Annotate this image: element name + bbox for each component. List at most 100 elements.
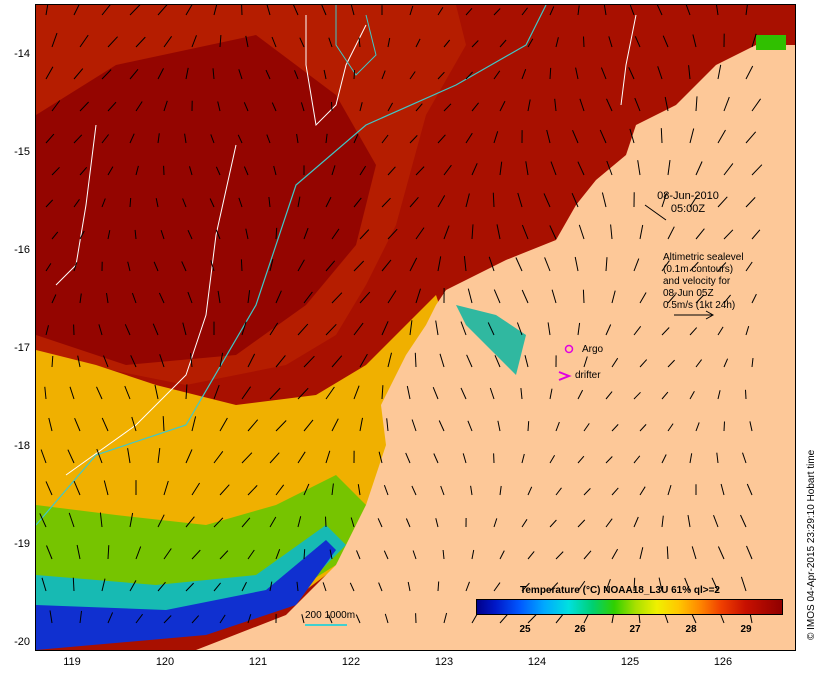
sealevel-contour-4 xyxy=(65,144,237,476)
velocity-arrow xyxy=(433,453,439,464)
velocity-arrow xyxy=(605,456,613,464)
velocity-arrow xyxy=(303,291,313,304)
velocity-arrow xyxy=(131,292,137,304)
velocity-arrow xyxy=(411,485,417,496)
velocity-arrow xyxy=(611,357,619,368)
velocity-arrow xyxy=(275,484,285,496)
velocity-arrow xyxy=(157,581,166,592)
sst-map[interactable] xyxy=(35,4,796,651)
velocity-arrow xyxy=(213,384,220,400)
velocity-arrow xyxy=(493,518,498,528)
velocity-arrow xyxy=(577,580,586,592)
velocity-arrow xyxy=(688,65,691,80)
velocity-arrow xyxy=(296,133,299,144)
velocity-arrow xyxy=(577,455,585,464)
velocity-arrow xyxy=(237,134,243,144)
y-axis-label: -17 xyxy=(14,342,30,354)
velocity-arrow xyxy=(521,69,527,80)
velocity-arrow xyxy=(517,192,523,208)
velocity-arrow xyxy=(692,34,697,48)
timestamp-time: 05:00Z xyxy=(670,203,706,215)
velocity-arrow xyxy=(328,614,333,624)
velocity-arrow xyxy=(265,69,271,80)
velocity-arrow xyxy=(185,449,193,464)
velocity-arrow xyxy=(294,70,299,80)
velocity-arrow xyxy=(465,71,473,80)
velocity-arrow xyxy=(353,133,359,144)
velocity-arrow xyxy=(51,355,54,368)
velocity-arrow xyxy=(437,581,440,592)
velocity-arrow xyxy=(689,194,699,208)
velocity-arrow xyxy=(163,100,168,112)
velocity-arrow xyxy=(689,327,698,336)
sealevel-contour-1 xyxy=(55,124,97,286)
velocity-arrow xyxy=(213,582,221,592)
velocity-arrow xyxy=(610,224,613,240)
velocity-arrow xyxy=(661,515,664,528)
velocity-arrow xyxy=(465,193,470,208)
velocity-arrow xyxy=(331,228,340,240)
velocity-arrow xyxy=(405,452,411,464)
velocity-arrow xyxy=(185,516,195,528)
velocity-arrow xyxy=(466,354,473,368)
timestamp-label: 08-Jun-2010 05:00Z xyxy=(648,190,728,216)
velocity-arrow xyxy=(437,134,446,144)
velocity-arrow xyxy=(101,417,109,432)
velocity-arrow xyxy=(751,229,761,240)
velocity-arrow xyxy=(79,101,89,112)
velocity-arrow xyxy=(583,550,592,560)
velocity-arrow xyxy=(493,8,501,16)
velocity-arrow xyxy=(525,161,529,176)
velocity-arrow xyxy=(577,5,580,16)
velocity-arrow xyxy=(325,196,332,208)
velocity-arrow xyxy=(751,358,754,368)
velocity-arrow xyxy=(297,323,309,336)
velocity-arrow xyxy=(157,448,161,464)
velocity-arrow xyxy=(742,452,747,464)
velocity-arrow xyxy=(415,38,421,48)
velocity-arrow xyxy=(247,549,255,560)
velocity-arrow xyxy=(463,256,467,272)
velocity-arrow xyxy=(660,128,663,144)
velocity-arrow xyxy=(303,355,315,368)
velocity-arrow xyxy=(381,70,386,80)
velocity-arrow xyxy=(103,355,109,368)
velocity-arrow xyxy=(571,193,579,208)
velocity-arrow xyxy=(689,453,693,464)
velocity-arrow xyxy=(215,229,221,240)
velocity-arrow xyxy=(723,163,734,176)
velocity-arrow xyxy=(637,160,641,176)
altimetry-line: 0.5m/s (1kt 24h) xyxy=(663,300,736,311)
velocity-arrow xyxy=(131,416,137,432)
velocity-arrow xyxy=(331,483,334,496)
velocity-arrow xyxy=(51,32,58,48)
velocity-arrow xyxy=(499,614,508,624)
temperature-colorbar xyxy=(476,599,783,615)
velocity-arrow xyxy=(460,321,467,336)
velocity-arrow xyxy=(153,261,159,272)
velocity-arrow xyxy=(67,449,75,464)
velocity-arrow xyxy=(331,292,343,304)
velocity-arrow xyxy=(301,614,305,624)
velocity-arrow xyxy=(275,355,286,368)
velocity-arrow xyxy=(241,581,247,592)
velocity-arrow xyxy=(493,70,501,80)
velocity-arrow xyxy=(695,359,702,368)
velocity-arrow xyxy=(98,324,103,336)
velocity-arrow xyxy=(583,488,591,496)
velocity-arrow xyxy=(661,327,670,336)
velocity-arrow xyxy=(578,224,585,240)
velocity-arrow xyxy=(633,391,641,400)
colorbar-tick: 25 xyxy=(519,624,531,635)
velocity-arrow xyxy=(101,5,111,16)
sealevel-contour-2 xyxy=(305,15,367,127)
velocity-arrow xyxy=(745,131,757,144)
velocity-arrow xyxy=(107,545,110,560)
velocity-arrow xyxy=(331,165,336,176)
velocity-arrow xyxy=(107,612,114,624)
velocity-arrow xyxy=(611,290,616,304)
velocity-arrow xyxy=(405,518,411,528)
timestamp-pointer xyxy=(644,204,667,221)
velocity-arrow xyxy=(717,390,721,400)
velocity-arrow xyxy=(73,68,84,80)
